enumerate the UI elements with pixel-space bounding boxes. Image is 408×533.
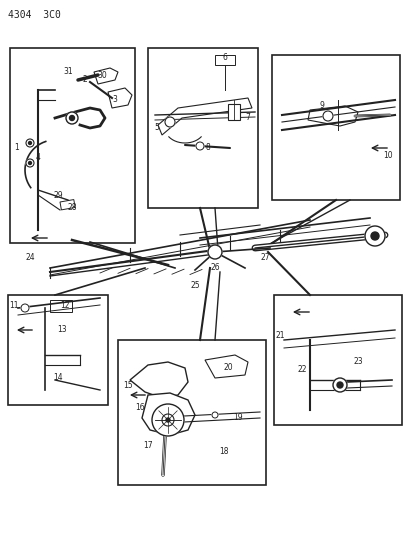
Circle shape xyxy=(371,232,379,240)
Circle shape xyxy=(333,378,347,392)
Text: 19: 19 xyxy=(233,414,243,423)
Polygon shape xyxy=(108,88,132,108)
Circle shape xyxy=(21,304,29,312)
Circle shape xyxy=(26,159,34,167)
Text: 2: 2 xyxy=(83,76,87,85)
Bar xyxy=(215,55,235,65)
Text: 8: 8 xyxy=(206,143,211,152)
Polygon shape xyxy=(308,106,358,126)
Circle shape xyxy=(29,161,31,165)
Circle shape xyxy=(166,418,170,422)
Bar xyxy=(118,340,266,485)
Circle shape xyxy=(66,112,78,124)
Text: 20: 20 xyxy=(223,364,233,373)
Polygon shape xyxy=(130,362,188,398)
Polygon shape xyxy=(142,393,195,435)
Text: 17: 17 xyxy=(143,440,153,449)
Polygon shape xyxy=(205,355,248,378)
Circle shape xyxy=(165,117,175,127)
Text: 16: 16 xyxy=(135,403,145,413)
Text: 3: 3 xyxy=(113,95,118,104)
Text: 24: 24 xyxy=(25,254,35,262)
Text: 4304  3C0: 4304 3C0 xyxy=(8,10,61,20)
Bar xyxy=(228,104,240,120)
Bar xyxy=(272,55,400,200)
Text: 5: 5 xyxy=(155,124,160,133)
Bar xyxy=(50,300,72,312)
Text: 13: 13 xyxy=(57,326,67,335)
Text: 14: 14 xyxy=(53,374,63,383)
Text: 11: 11 xyxy=(9,301,19,310)
Text: 6: 6 xyxy=(222,53,227,62)
Bar xyxy=(8,295,108,405)
Text: 7: 7 xyxy=(246,114,251,123)
Text: 22: 22 xyxy=(297,366,307,375)
Text: 15: 15 xyxy=(123,381,133,390)
Text: 28: 28 xyxy=(67,204,77,213)
Circle shape xyxy=(29,141,31,144)
Bar xyxy=(60,199,75,210)
Text: 29: 29 xyxy=(53,190,63,199)
Text: 21: 21 xyxy=(275,330,285,340)
Circle shape xyxy=(162,414,174,426)
Text: 12: 12 xyxy=(60,301,70,310)
Polygon shape xyxy=(158,98,252,135)
Text: 30: 30 xyxy=(97,70,107,79)
Text: 31: 31 xyxy=(63,68,73,77)
Text: 1: 1 xyxy=(15,143,19,152)
Text: 4: 4 xyxy=(35,154,40,163)
Text: 25: 25 xyxy=(190,280,200,289)
Text: 23: 23 xyxy=(353,358,363,367)
Circle shape xyxy=(26,139,34,147)
Circle shape xyxy=(337,382,343,388)
Circle shape xyxy=(208,245,222,259)
Circle shape xyxy=(323,111,333,121)
Polygon shape xyxy=(94,68,118,84)
Text: 18: 18 xyxy=(219,448,229,456)
Bar xyxy=(148,48,258,208)
Circle shape xyxy=(152,404,184,436)
Text: 9: 9 xyxy=(319,101,324,109)
Circle shape xyxy=(212,412,218,418)
Bar xyxy=(274,295,402,425)
Text: 10: 10 xyxy=(383,150,393,159)
Bar xyxy=(10,48,135,243)
Circle shape xyxy=(69,116,75,120)
Text: 27: 27 xyxy=(260,254,270,262)
Text: 26: 26 xyxy=(210,263,220,272)
Circle shape xyxy=(365,226,385,246)
Circle shape xyxy=(196,142,204,150)
